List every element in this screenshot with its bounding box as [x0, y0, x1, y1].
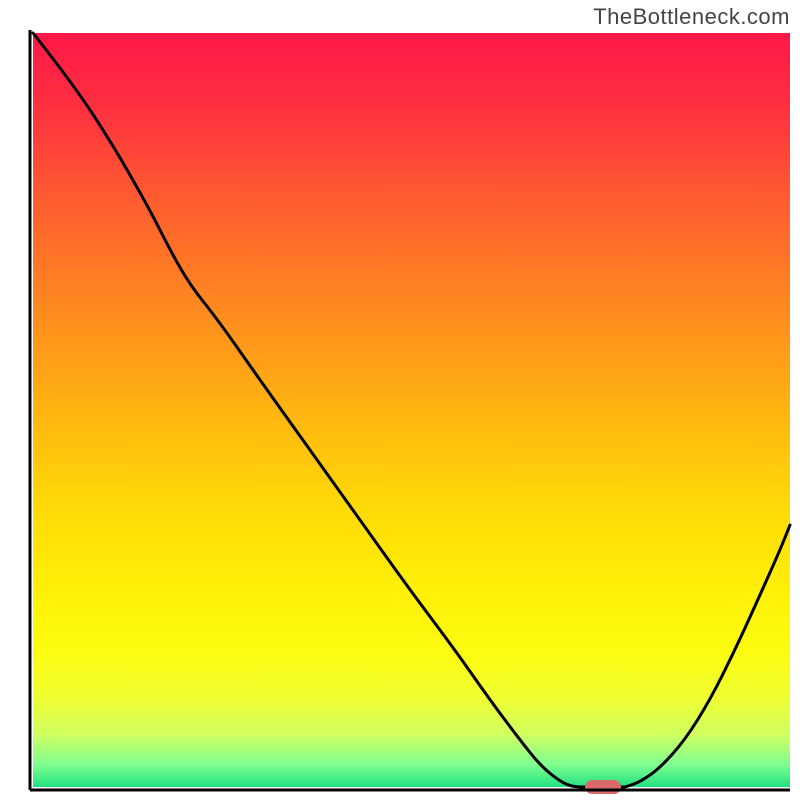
chart-container: TheBottleneck.com [0, 0, 800, 800]
optimal-marker [585, 780, 621, 794]
gradient-background [33, 33, 790, 787]
bottleneck-curve-plot [0, 0, 800, 800]
